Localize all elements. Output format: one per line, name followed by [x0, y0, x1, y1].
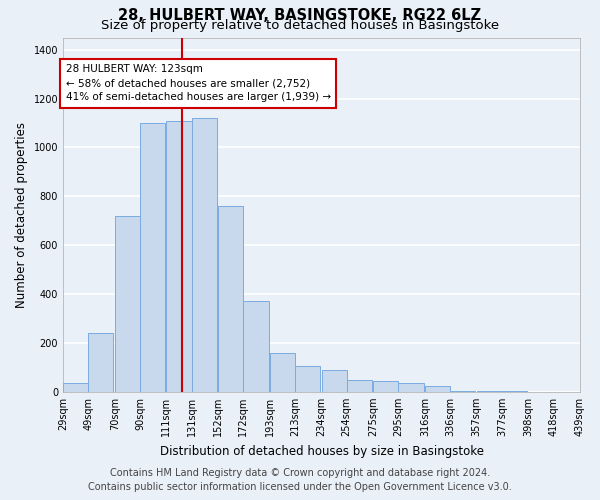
Bar [218, 206, 244, 392]
Text: Size of property relative to detached houses in Basingstoke: Size of property relative to detached ho… [101, 19, 499, 32]
Bar [166, 120, 191, 392]
Bar [88, 333, 113, 392]
Bar [191, 118, 217, 392]
Text: Contains HM Land Registry data © Crown copyright and database right 2024.
Contai: Contains HM Land Registry data © Crown c… [88, 468, 512, 492]
Bar [244, 302, 269, 392]
Bar [450, 390, 475, 392]
Bar [373, 381, 398, 392]
Bar [115, 216, 140, 392]
Bar [347, 380, 372, 392]
Bar [322, 370, 347, 392]
Bar [425, 386, 450, 392]
Bar [270, 352, 295, 392]
X-axis label: Distribution of detached houses by size in Basingstoke: Distribution of detached houses by size … [160, 444, 484, 458]
Bar [476, 391, 502, 392]
Bar [295, 366, 320, 392]
Bar [63, 384, 88, 392]
Y-axis label: Number of detached properties: Number of detached properties [15, 122, 28, 308]
Text: 28, HULBERT WAY, BASINGSTOKE, RG22 6LZ: 28, HULBERT WAY, BASINGSTOKE, RG22 6LZ [118, 8, 482, 22]
Text: 28 HULBERT WAY: 123sqm
← 58% of detached houses are smaller (2,752)
41% of semi-: 28 HULBERT WAY: 123sqm ← 58% of detached… [65, 64, 331, 102]
Bar [398, 384, 424, 392]
Bar [140, 123, 165, 392]
